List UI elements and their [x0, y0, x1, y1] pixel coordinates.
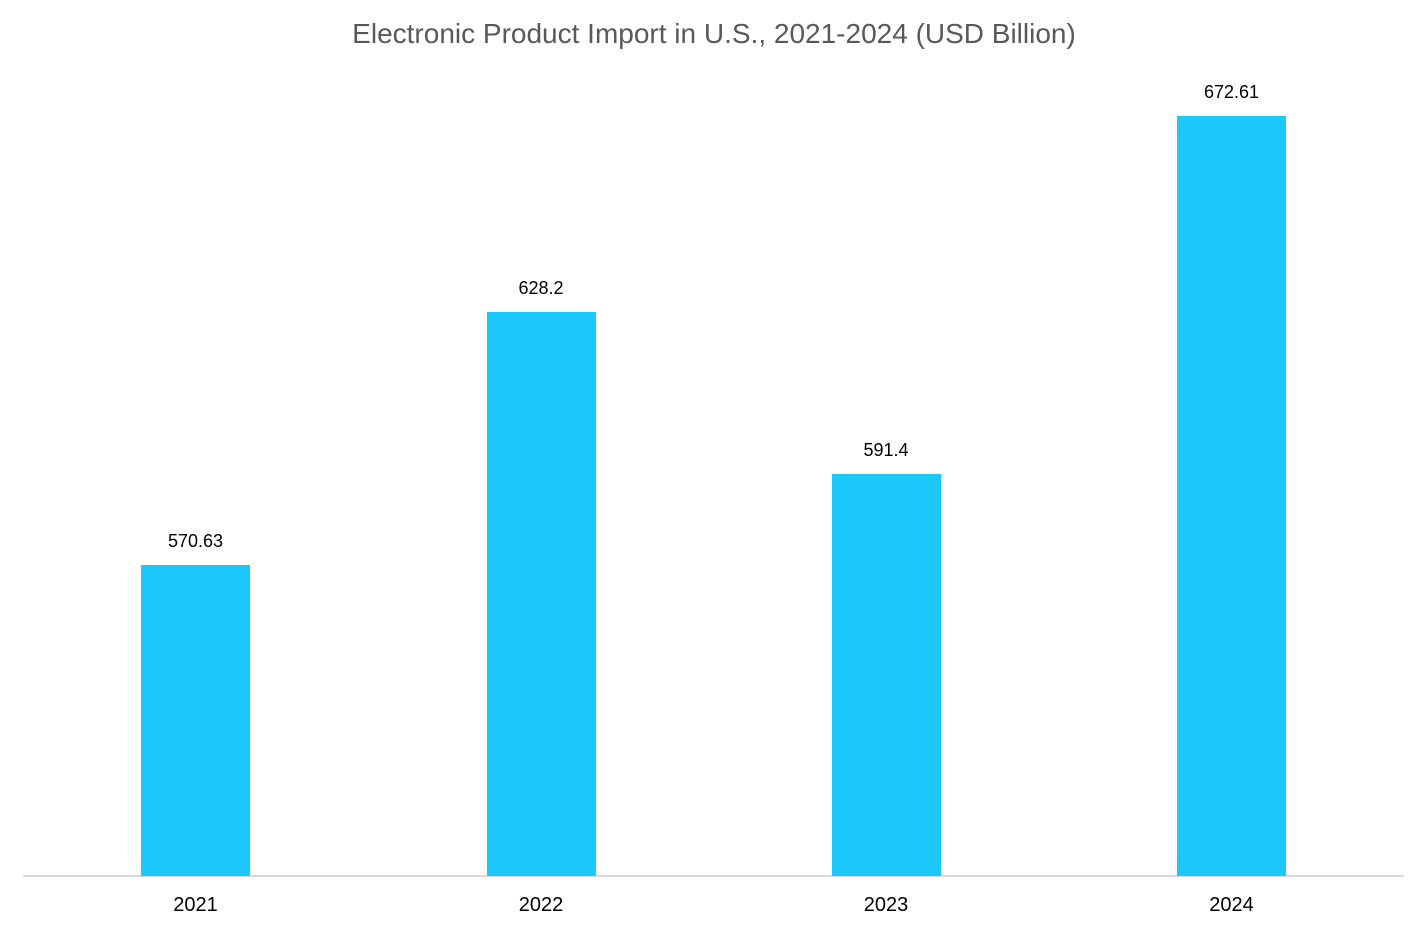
bar-2021: [141, 565, 250, 876]
data-label-2023: 591.4: [863, 439, 909, 460]
x-tick-2021: 2021: [173, 894, 218, 916]
bar-2024: [1177, 115, 1286, 876]
x-tick-2023: 2023: [863, 894, 909, 916]
data-label-2024: 672.61: [1203, 81, 1260, 102]
bar-2022: [486, 311, 596, 876]
x-tick-2024: 2024: [1209, 894, 1254, 916]
bar-2023: [831, 473, 941, 876]
chart-title: Electronic Product Import in U.S., 2021-…: [352, 18, 1076, 49]
x-tick-2022: 2022: [518, 894, 564, 916]
data-label-2021: 570.63: [167, 531, 224, 552]
x-axis-line: [23, 875, 1404, 877]
data-label-2022: 628.2: [518, 277, 564, 298]
